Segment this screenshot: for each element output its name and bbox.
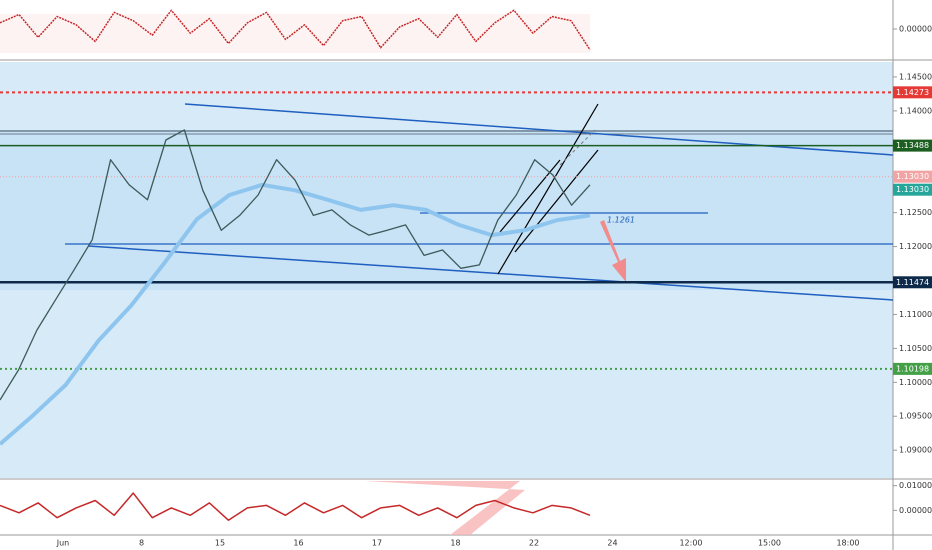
level-label: 1.13030: [896, 172, 929, 181]
x-tick-label: 15:00: [758, 539, 781, 548]
channel-line: [514, 149, 599, 253]
x-tick-label: 18:00: [836, 539, 859, 548]
y-tick-label: 1.09500: [899, 412, 932, 421]
channel-line: [559, 129, 596, 166]
arrow: [600, 220, 626, 282]
trend-line: [184, 103, 894, 156]
x-tick-label: 22: [529, 539, 539, 548]
y-tick-label: 1.09000: [899, 446, 932, 455]
y-tick-label: 1.10000: [899, 378, 932, 387]
y-tick-label: 0.01000: [899, 481, 932, 490]
y-tick-label: 1.14500: [899, 72, 932, 81]
y-tick-label: 0.00000: [899, 506, 932, 515]
zone: [0, 130, 893, 290]
trend-line: [87, 245, 894, 301]
y-tick-label: 1.10500: [899, 344, 932, 353]
level-label: 1.13488: [896, 141, 929, 150]
level-tag: [893, 183, 932, 196]
x-tick-label: 8: [139, 539, 144, 548]
level-tag: [893, 86, 932, 99]
level-label: 1.13030: [896, 185, 929, 194]
y-tick-label: 1.11000: [899, 310, 932, 319]
arrow: [365, 481, 525, 535]
x-tick-label: 15: [215, 539, 225, 548]
level-tag: [893, 170, 932, 183]
y-tick-label: 1.12000: [899, 242, 932, 251]
level-tag: [893, 276, 932, 289]
x-tick-label: 12:00: [679, 539, 702, 548]
oscillator-band: [0, 14, 590, 53]
y-tick-label: 0.00000: [899, 25, 932, 34]
x-tick-label: Jun: [56, 539, 70, 548]
level-label: 1.11474: [896, 278, 929, 287]
x-tick-label: 24: [607, 539, 617, 548]
y-tick-label: 1.12500: [899, 208, 932, 217]
x-tick-label: 18: [450, 539, 460, 548]
price-line: [0, 129, 591, 401]
oscillator-line: [0, 9, 591, 51]
x-tick-label: 16: [293, 539, 303, 548]
level-tag: [893, 139, 932, 152]
level-label: 1.14273: [896, 88, 929, 97]
x-tick-label: 17: [372, 539, 382, 548]
annotation: 1.1261: [607, 216, 635, 225]
y-tick-label: 1.14000: [899, 106, 932, 115]
oscillator-line: [0, 492, 591, 521]
level-label: 1.10198: [896, 364, 929, 373]
channel-line: [497, 103, 599, 275]
level-tag: [893, 362, 932, 375]
